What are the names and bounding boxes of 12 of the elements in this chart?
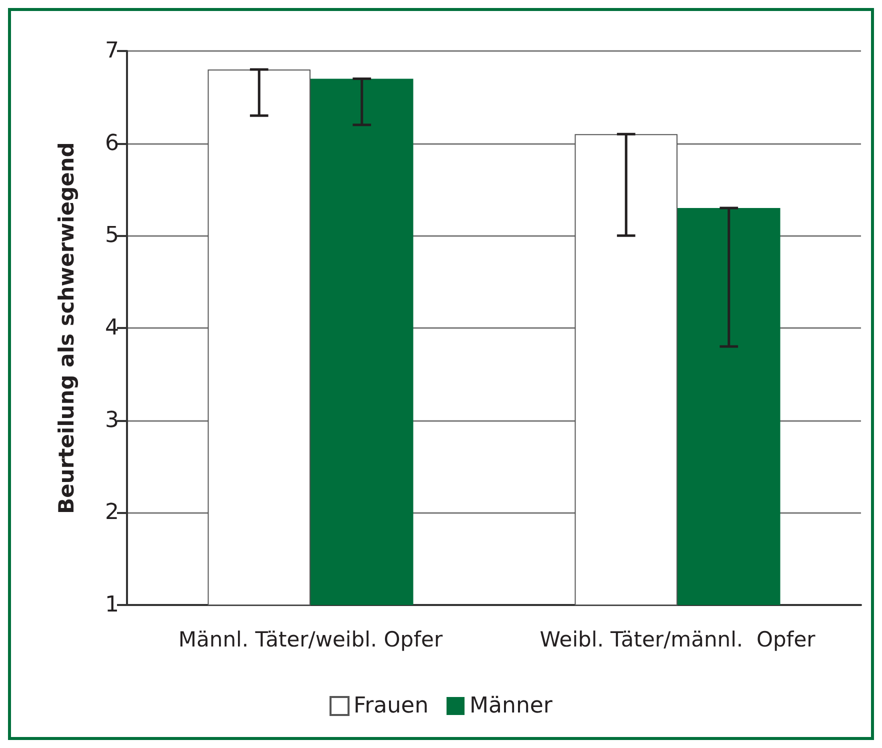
y-tick-label: 6	[105, 130, 119, 156]
y-tick-label: 5	[105, 223, 119, 248]
y-tick-label: 1	[105, 592, 119, 618]
legend-label: Frauen	[354, 694, 429, 718]
x-tick-label: Weibl. Täter/männl. Opfer	[540, 628, 816, 652]
y-tick-label: 2	[105, 500, 119, 526]
y-tick-label: 7	[105, 38, 119, 64]
y-tick-label: 3	[105, 408, 119, 433]
y-tick-label: 4	[105, 316, 119, 340]
x-tick-label: Männl. Täter/weibl. Opfer	[178, 628, 443, 652]
y-axis-title: Beurteilung als schwerwiegend	[54, 142, 78, 514]
legend-label: Männer	[470, 694, 554, 718]
